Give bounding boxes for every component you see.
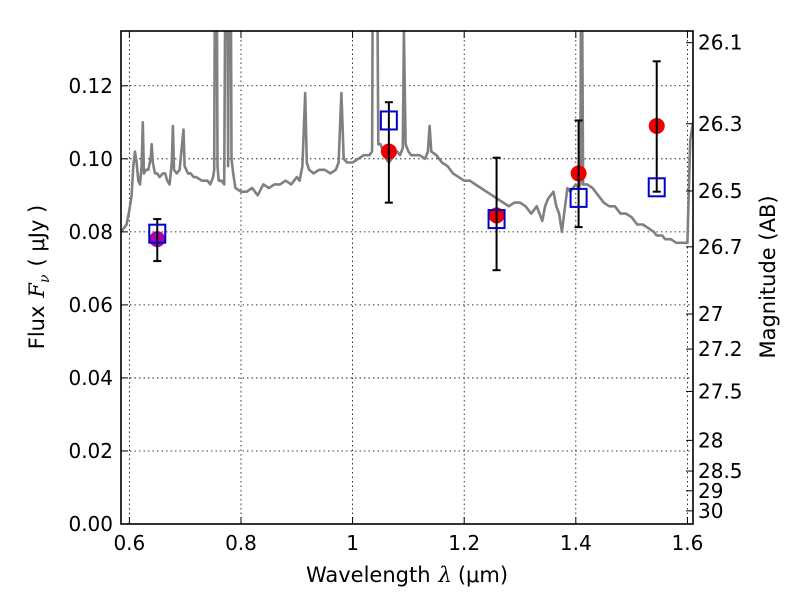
y2-tick-label: 26.5 — [698, 179, 743, 203]
x-tick-label: 0.8 — [225, 531, 257, 555]
x-tick-label: 1.2 — [448, 531, 480, 555]
y2-axis-label: Magnitude (AB) — [756, 195, 780, 358]
x-axis-label-unit: (μm) — [458, 563, 508, 587]
y2-tick-label: 26.3 — [698, 112, 743, 136]
plot-series — [121, 31, 693, 272]
y-tick-label: 0.02 — [68, 439, 113, 463]
y-axis-label: Flux Fν ( μJy ) — [25, 205, 53, 349]
plot-frame — [120, 30, 694, 525]
model-flux-square — [569, 187, 588, 208]
model-flux-square — [487, 209, 506, 230]
x-tick-label: 1.6 — [672, 531, 704, 555]
y-tick-label: 0.00 — [68, 512, 113, 536]
spectrum-line — [121, 31, 693, 245]
y2-tick-label: 28.5 — [698, 459, 743, 483]
y-tick-label: 0.08 — [68, 220, 113, 244]
y2-tick-label: 26.1 — [698, 31, 743, 55]
x-tick-label: 1.4 — [560, 531, 592, 555]
x-tick-label: 0.6 — [113, 531, 145, 555]
y2-tick-label: 27.5 — [698, 379, 743, 403]
y-axis-label-symbol: F — [25, 282, 49, 299]
model-flux-square — [379, 110, 398, 131]
y2-tick-label: 27.2 — [698, 337, 743, 361]
x-axis-label: Wavelength λ (μm) — [306, 563, 508, 587]
x-axis-label-symbol: λ — [438, 563, 452, 587]
y2-tick-label: 29 — [698, 479, 723, 503]
x-axis-label-text: Wavelength — [306, 563, 431, 587]
y2-tick-label: 26.7 — [698, 235, 743, 259]
y2-tick-label: 30 — [698, 499, 723, 523]
y-tick-label: 0.12 — [68, 74, 113, 98]
model-flux-square — [148, 223, 167, 244]
y-tick-label: 0.06 — [68, 293, 113, 317]
y2-tick-label: 27 — [698, 302, 723, 326]
y2-tick-label: 28 — [698, 428, 723, 452]
y-axis-label-subscript: ν — [37, 274, 53, 283]
grid — [121, 31, 693, 525]
y-tick-label: 0.04 — [68, 366, 113, 390]
model-flux-square — [647, 177, 666, 198]
y-axis-label-unit: ( μJy ) — [25, 205, 49, 267]
y-axis-label-text: Flux — [25, 306, 49, 350]
axis-ticks: 0.6 0.8 1 1.2 1.4 1.6 0.00 0.02 0.04 0.06 0.08 0.10… — [68, 31, 742, 555]
x-tick-label: 1 — [346, 531, 359, 555]
y-tick-label: 0.10 — [68, 147, 113, 171]
